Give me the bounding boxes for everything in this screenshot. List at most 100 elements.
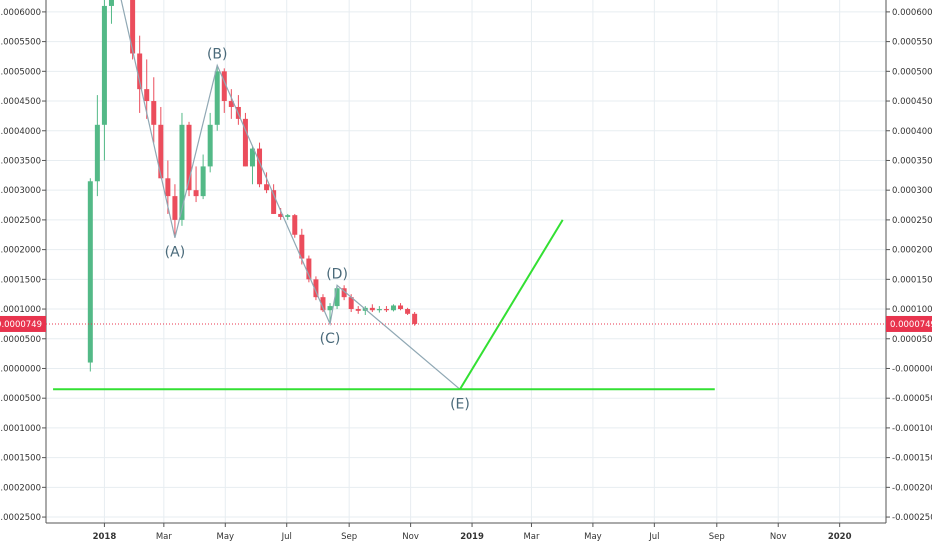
price-tick-label: 0.0000500 [0, 335, 41, 345]
time-tick-label: Jul [648, 532, 659, 542]
wave-label: (B) [207, 46, 228, 62]
candle-body [292, 215, 298, 235]
candle-body [214, 71, 220, 125]
time-tick-label: Jul [281, 532, 292, 542]
price-tick-label: 0.0005500 [892, 38, 932, 48]
time-tick-label: Sep [341, 532, 357, 542]
candle-body [376, 309, 382, 311]
time-tick-label: May [584, 532, 602, 542]
time-tick-label: May [216, 532, 234, 542]
candle-body [398, 305, 404, 310]
last-price-label-left: 0.0000749 [0, 320, 42, 330]
price-tick-label: 0.0003000 [892, 186, 932, 196]
price-tick-label: -0.0001000 [892, 424, 932, 434]
candle-body [158, 124, 164, 179]
price-tick-label: 0.0000500 [892, 335, 932, 345]
price-tick-label: 0.0004000 [0, 127, 41, 137]
time-tick-label: 2020 [828, 532, 852, 542]
candle-body [278, 213, 284, 217]
price-tick-label: 0.0003000 [0, 186, 41, 196]
candle-body [285, 215, 291, 217]
candle-body [207, 124, 213, 167]
last-price-badge-left [0, 315, 46, 332]
axis-lines [42, 0, 890, 527]
candle-body [341, 288, 347, 298]
price-tick-label: 0.0005000 [0, 67, 41, 77]
price-tick-label: -0.0000000 [892, 364, 932, 374]
price-tick-label: 0.0003500 [0, 156, 41, 166]
candle-body [193, 190, 199, 197]
last-price-badge-right [886, 315, 932, 332]
wave-label: (A) [165, 245, 186, 261]
candle-body [383, 309, 389, 311]
candle-body [355, 309, 361, 311]
candle-body [130, 0, 136, 54]
candle-body [412, 313, 418, 324]
candle-body [369, 307, 375, 311]
candle-body [257, 148, 263, 185]
candle-body [108, 0, 114, 6]
price-tick-label: -0.0000000 [0, 364, 41, 374]
price-tick-label: 0.0006000 [0, 8, 41, 18]
price-tick-label: 0.0004000 [892, 127, 932, 137]
time-tick-label: 2018 [93, 532, 117, 542]
price-tick-label: 0.0004500 [0, 97, 41, 107]
candle-body [320, 297, 326, 311]
candle-body [228, 101, 234, 107]
price-tick-label: 0.0001500 [0, 275, 41, 285]
time-tick-label: Mar [523, 532, 540, 542]
time-tick-label: Nov [770, 532, 787, 542]
wave-line [120, 0, 461, 390]
candle-body [151, 101, 157, 125]
price-tick-label: -0.0002500 [892, 513, 932, 523]
price-tick-label: 0.0003500 [892, 156, 932, 166]
candle-body [390, 305, 396, 311]
candle-body [221, 71, 227, 102]
price-tick-label: -0.0000500 [892, 394, 932, 404]
candle-body [334, 288, 340, 307]
projection-drawing [53, 219, 715, 391]
projection-rise-line [459, 219, 564, 390]
candle-body [264, 184, 270, 191]
last-price-marker: 0.0000749 0.0000749 [0, 315, 932, 332]
wave-label: (D) [326, 266, 348, 282]
wave-label: (E) [450, 396, 470, 412]
price-tick-label: 0.0001000 [892, 305, 932, 315]
price-tick-label: 0.0005000 [892, 67, 932, 77]
candle-body [348, 297, 354, 310]
price-tick-label: -0.0001500 [892, 454, 932, 464]
time-tick-label: 2019 [460, 532, 484, 542]
candle-body [299, 234, 305, 259]
candle-body [94, 124, 100, 182]
grid-lines [46, 0, 886, 523]
candle-body [242, 118, 248, 167]
price-axis-left: 0.0006000 0.0005500 0.0005000 0.0004500 0.00… [0, 8, 41, 523]
candle-body [186, 124, 192, 191]
wave-drawing: (A) (B) (C) (D) (E) [120, 0, 470, 412]
price-tick-label: -0.0002000 [892, 483, 932, 493]
time-axis: 2018 Mar May Jul Sep Nov 2019 Mar May Jul Sep Nov 20… [93, 532, 852, 542]
candle-body [249, 148, 255, 167]
price-tick-label: -0.0000500 [0, 394, 41, 404]
time-tick-label: Mar [156, 532, 173, 542]
candle-body [313, 279, 319, 298]
price-tick-label: 0.0005500 [0, 38, 41, 48]
price-tick-label: -0.0002000 [0, 483, 41, 493]
candle-body [271, 190, 277, 214]
candle-body [87, 181, 93, 363]
price-tick-label: 0.0002500 [892, 216, 932, 226]
candle-body [405, 309, 411, 314]
candle-body [172, 196, 178, 220]
price-tick-label: 0.0001500 [892, 275, 932, 285]
last-price-label-right: 0.0000749 [890, 320, 932, 330]
candle-body [101, 5, 107, 125]
price-tick-label: -0.0001500 [0, 454, 41, 464]
wave-label: (C) [320, 331, 341, 347]
price-tick-label: 0.0002500 [0, 216, 41, 226]
price-tick-label: 0.0002000 [0, 246, 41, 256]
price-tick-label: 0.0006000 [892, 8, 932, 18]
price-tick-label: 0.0004500 [892, 97, 932, 107]
